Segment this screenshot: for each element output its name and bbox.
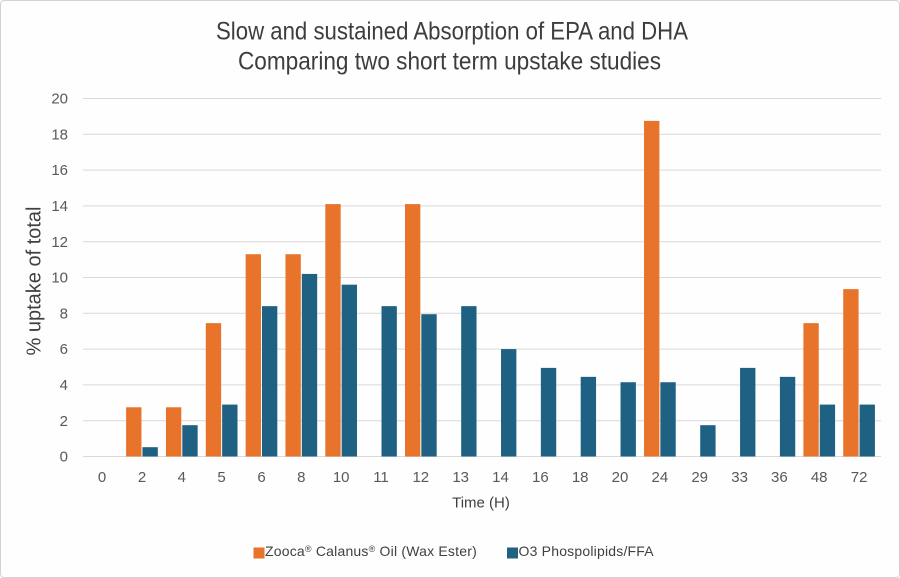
svg-text:10: 10 [333, 469, 350, 486]
svg-text:8: 8 [297, 469, 305, 486]
svg-text:10: 10 [51, 270, 68, 287]
svg-text:Zooca® Calanus® Oil (Wax Ester: Zooca® Calanus® Oil (Wax Ester) [265, 543, 477, 559]
svg-text:Time (H): Time (H) [452, 495, 510, 512]
svg-text:2: 2 [60, 413, 68, 430]
svg-text:5: 5 [217, 469, 225, 486]
svg-text:24: 24 [652, 469, 669, 486]
svg-text:6: 6 [60, 341, 68, 358]
svg-text:14: 14 [51, 198, 68, 215]
svg-text:4: 4 [178, 469, 186, 486]
svg-text:33: 33 [731, 469, 748, 486]
svg-text:13: 13 [452, 469, 469, 486]
svg-text:11: 11 [373, 469, 389, 486]
svg-text:8: 8 [60, 305, 68, 322]
svg-text:20: 20 [612, 469, 629, 486]
svg-text:12: 12 [412, 469, 429, 486]
svg-text:4: 4 [60, 377, 68, 394]
svg-text:16: 16 [51, 162, 68, 179]
svg-text:18: 18 [51, 126, 68, 143]
svg-text:72: 72 [851, 469, 868, 486]
svg-text:2: 2 [138, 469, 146, 486]
svg-text:Slow and sustained Absorption: Slow and sustained Absorption of EPA and… [216, 18, 688, 46]
svg-text:29: 29 [691, 469, 708, 486]
svg-text:16: 16 [532, 469, 549, 486]
svg-text:48: 48 [811, 469, 828, 486]
svg-text:6: 6 [257, 469, 265, 486]
svg-text:Comparing two short term upsta: Comparing two short term upstake studies [238, 47, 661, 75]
svg-text:36: 36 [771, 469, 788, 486]
svg-text:0: 0 [98, 469, 106, 486]
svg-text:20: 20 [51, 91, 68, 108]
svg-text:% uptake of total: % uptake of total [24, 207, 46, 356]
svg-text:12: 12 [51, 234, 68, 251]
svg-text:O3 Phospolipids/FFA: O3 Phospolipids/FFA [519, 543, 655, 559]
svg-text:14: 14 [492, 469, 509, 486]
svg-text:0: 0 [60, 449, 68, 466]
svg-text:18: 18 [572, 469, 589, 486]
